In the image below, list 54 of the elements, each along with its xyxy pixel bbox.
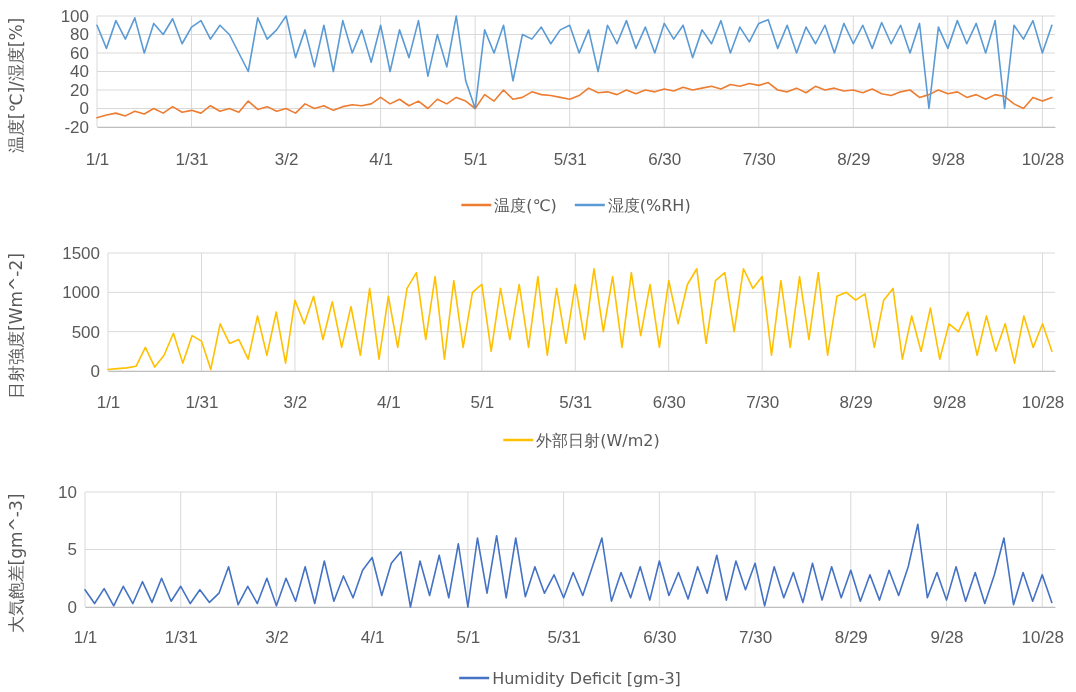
x-tick-label: 10/28 — [1021, 628, 1065, 648]
x-tick-label: 5/31 — [559, 393, 593, 413]
x-tick-label: 10/28 — [1021, 150, 1065, 170]
x-tick-label: 5/1 — [456, 628, 481, 648]
legend-label: 外部日射(W/m2) — [536, 431, 660, 450]
x-tick-label: 1/31 — [185, 393, 219, 413]
y-axis-title: 温度[℃]/湿度[%] — [6, 17, 26, 154]
y-tick-label: 40 — [70, 62, 89, 82]
x-tick-label: 4/1 — [369, 150, 393, 170]
x-tick-label: 5/31 — [553, 150, 587, 170]
y-tick-label: 10 — [58, 482, 77, 502]
y-tick-label: 0 — [67, 597, 77, 617]
y-tick-label: 0 — [90, 361, 100, 381]
x-tick-label: 4/1 — [360, 628, 385, 648]
y-tick-label: -20 — [64, 117, 89, 137]
y-tick-label: 100 — [60, 6, 89, 26]
x-tick-label: 6/30 — [643, 628, 677, 648]
legend-label: 温度(℃) — [494, 196, 557, 215]
x-tick-label: 1/1 — [96, 393, 121, 413]
x-tick-label: 6/30 — [652, 393, 686, 413]
x-tick-label: 3/2 — [274, 150, 299, 170]
x-tick-label: 5/1 — [463, 150, 488, 170]
y-tick-label: 500 — [71, 322, 100, 342]
x-tick-label: 4/1 — [377, 393, 401, 413]
x-tick-label: 3/2 — [265, 628, 289, 648]
x-tick-label: 1/1 — [73, 628, 98, 648]
x-tick-label: 9/28 — [933, 393, 967, 413]
x-tick-label: 1/31 — [175, 150, 209, 170]
y-axis-title: 大気飽差[gm^-3] — [6, 493, 26, 634]
x-tick-label: 9/28 — [930, 628, 964, 648]
x-tick-label: 3/2 — [283, 393, 308, 413]
x-tick-label: 8/29 — [837, 150, 871, 170]
y-tick-label: 0 — [79, 99, 89, 119]
y-tick-label: 1000 — [62, 283, 100, 303]
y-tick-label: 80 — [70, 25, 89, 45]
y-tick-label: 1500 — [62, 243, 100, 263]
x-tick-label: 10/28 — [1021, 393, 1065, 413]
x-tick-label: 5/31 — [547, 628, 581, 648]
x-tick-label: 5/1 — [470, 393, 495, 413]
x-tick-label: 8/29 — [839, 393, 873, 413]
x-tick-label: 7/30 — [746, 393, 780, 413]
legend-label: Humidity Deficit [gm-3] — [492, 669, 681, 688]
x-tick-label: 7/30 — [739, 628, 773, 648]
y-tick-label: 20 — [70, 80, 89, 100]
y-tick-label: 5 — [67, 540, 77, 560]
x-tick-label: 8/29 — [834, 628, 868, 648]
y-tick-label: 60 — [70, 43, 89, 63]
x-tick-label: 1/31 — [164, 628, 198, 648]
legend-label: 湿度(%RH) — [607, 196, 691, 215]
x-tick-label: 1/1 — [85, 150, 110, 170]
x-tick-label: 9/28 — [931, 150, 965, 170]
x-tick-label: 7/30 — [742, 150, 776, 170]
y-axis-title: 日射強度[Wm^-2] — [6, 253, 26, 399]
x-tick-label: 6/30 — [648, 150, 682, 170]
